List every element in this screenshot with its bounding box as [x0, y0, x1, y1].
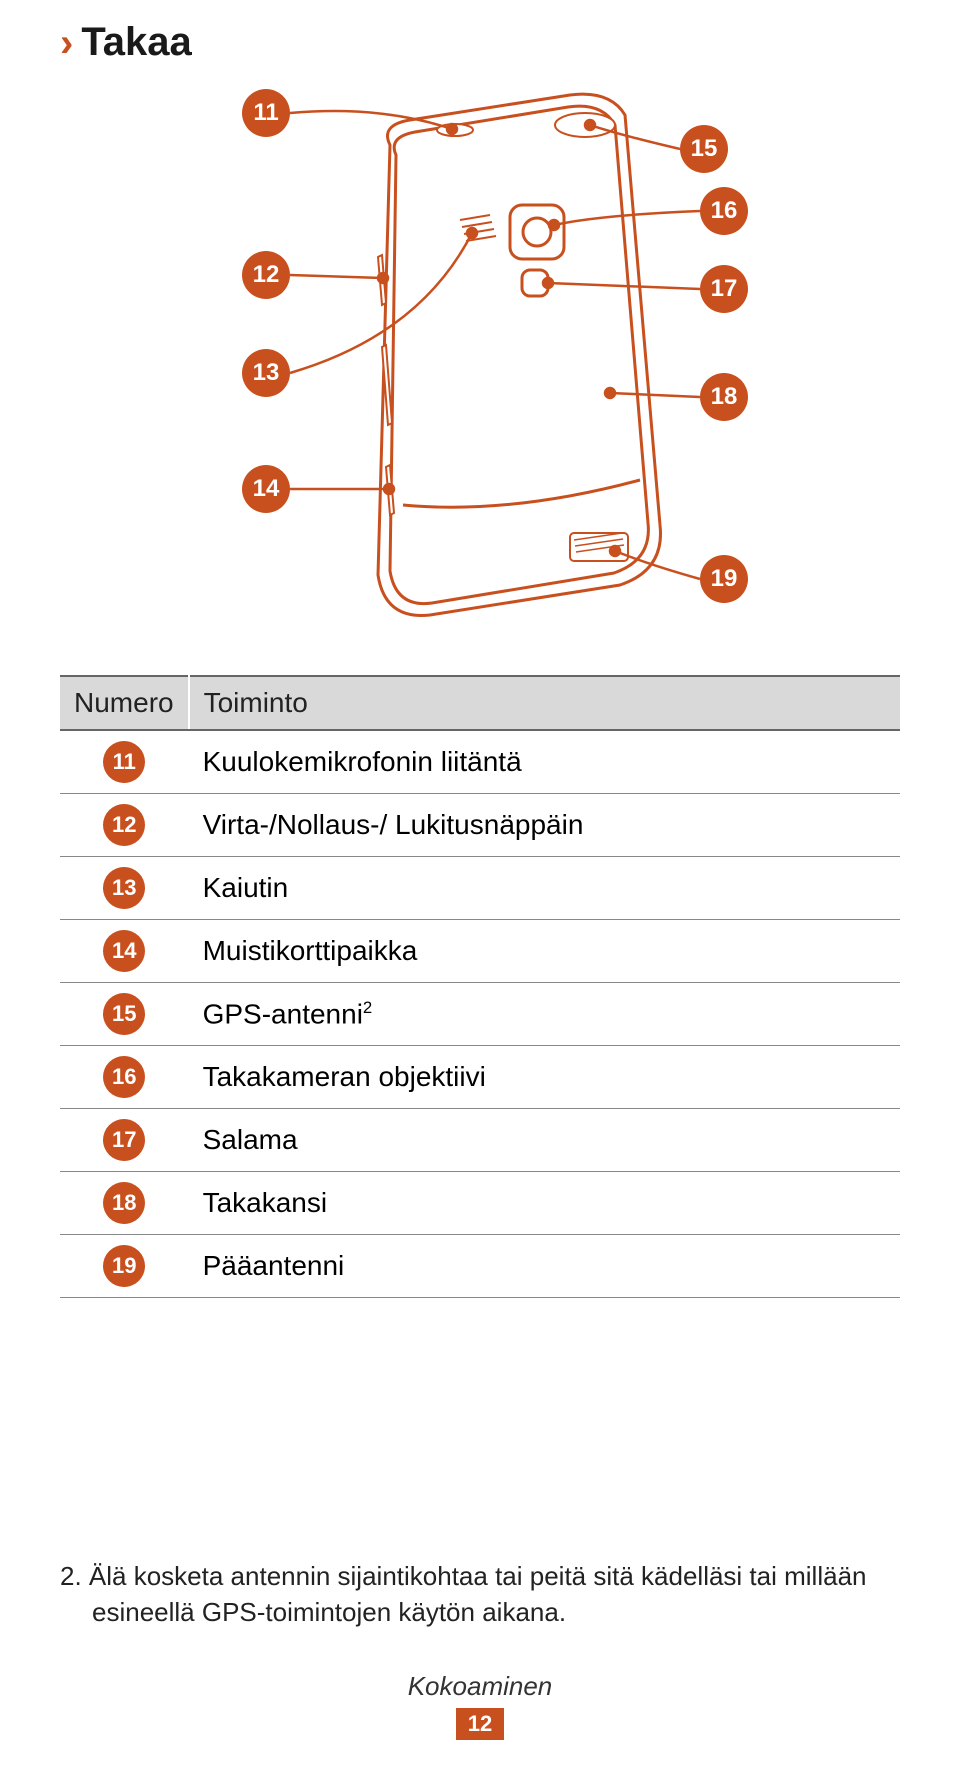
row-func: Virta-/Nollaus-/ Lukitusnäppäin	[189, 794, 900, 857]
row-func: Takakansi	[189, 1172, 900, 1235]
row-badge-16: 16	[103, 1056, 145, 1098]
callout-badge-16: 16	[700, 187, 748, 235]
parts-table: Numero Toiminto 11 Kuulokemikrofonin liit…	[60, 675, 900, 1298]
row-badge-15: 15	[103, 993, 145, 1035]
table-header-func: Toiminto	[189, 676, 900, 730]
table-row: 15 GPS-antenni2	[60, 983, 900, 1046]
row-badge-11: 11	[103, 741, 145, 783]
row-badge-19: 19	[103, 1245, 145, 1287]
footnote-text: Älä kosketa antennin sijaintikohtaa tai …	[89, 1561, 867, 1627]
row-func: Kaiutin	[189, 857, 900, 920]
row-badge-12: 12	[103, 804, 145, 846]
table-row: 14 Muistikorttipaikka	[60, 920, 900, 983]
row-func: Takakameran objektiivi	[189, 1046, 900, 1109]
callout-badge-11: 11	[242, 89, 290, 137]
footnote-marker: 2.	[60, 1561, 82, 1591]
callout-badge-15: 15	[680, 125, 728, 173]
callout-badge-14: 14	[242, 465, 290, 513]
page-footer: Kokoaminen 12	[60, 1671, 900, 1740]
table-row: 16 Takakameran objektiivi	[60, 1046, 900, 1109]
row-badge-18: 18	[103, 1182, 145, 1224]
row-func: Salama	[189, 1109, 900, 1172]
table-row: 12 Virta-/Nollaus-/ Lukitusnäppäin	[60, 794, 900, 857]
table-row: 17 Salama	[60, 1109, 900, 1172]
table-row: 11 Kuulokemikrofonin liitäntä	[60, 730, 900, 794]
row-func: GPS-antenni2	[189, 983, 900, 1046]
footnote: 2. Älä kosketa antennin sijaintikohtaa t…	[60, 1558, 900, 1631]
page-number-badge: 12	[456, 1708, 504, 1740]
row-badge-14: 14	[103, 930, 145, 972]
chevron-icon: ›	[60, 23, 73, 63]
callout-badge-17: 17	[700, 265, 748, 313]
callout-badge-19: 19	[700, 555, 748, 603]
row-func: Muistikorttipaikka	[189, 920, 900, 983]
callout-badge-13: 13	[242, 349, 290, 397]
row-badge-17: 17	[103, 1119, 145, 1161]
section-heading: Takaa	[81, 20, 191, 65]
callout-badge-12: 12	[242, 251, 290, 299]
callout-badge-18: 18	[700, 373, 748, 421]
table-row: 19 Pääantenni	[60, 1235, 900, 1298]
section-title: › Takaa	[60, 20, 900, 65]
table-row: 13 Kaiutin	[60, 857, 900, 920]
table-header-num: Numero	[60, 676, 189, 730]
footer-chapter: Kokoaminen	[60, 1671, 900, 1702]
phone-diagram: 11 12 13 14 15 16 17 18 19	[160, 85, 800, 645]
row-badge-13: 13	[103, 867, 145, 909]
row-func: Pääantenni	[189, 1235, 900, 1298]
table-row: 18 Takakansi	[60, 1172, 900, 1235]
row-func: Kuulokemikrofonin liitäntä	[189, 730, 900, 794]
